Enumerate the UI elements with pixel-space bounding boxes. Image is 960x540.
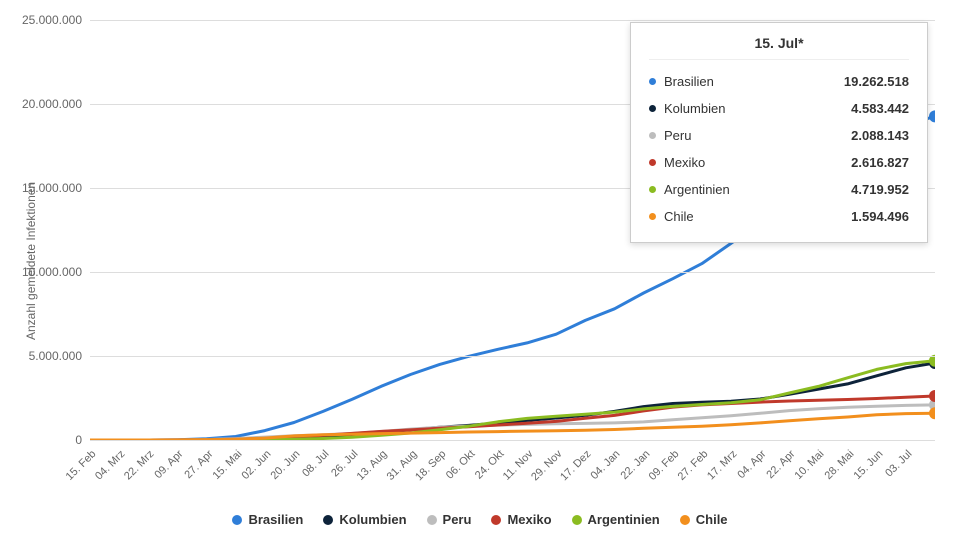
gridline <box>90 440 935 441</box>
x-tick-label: 29. Nov <box>529 448 564 483</box>
chart-container: Anzahl gemeldete Infektionen 0 5.000.000 1… <box>0 0 960 540</box>
x-tick-label: 09. Feb <box>646 448 681 483</box>
legend-marker <box>680 515 690 525</box>
x-tick-label: 22. Apr <box>765 448 798 481</box>
x-tick-label: 15. Feb <box>64 448 99 483</box>
legend-item-peru[interactable]: Peru <box>427 512 472 527</box>
tooltip-row: Argentinien 4.719.952 <box>649 176 909 203</box>
x-tick-label: 11. Nov <box>501 448 536 483</box>
tooltip-row: Brasilien 19.262.518 <box>649 68 909 95</box>
tooltip-series-label: Mexiko <box>664 155 705 170</box>
tooltip-series-value: 4.719.952 <box>851 182 909 197</box>
series-end-marker <box>929 407 935 419</box>
legend-item-mexiko[interactable]: Mexiko <box>491 512 551 527</box>
tooltip-dot <box>649 105 656 112</box>
x-tick-label: 28. Mai <box>822 448 856 482</box>
tooltip-series-label: Argentinien <box>664 182 730 197</box>
legend-label: Argentinien <box>588 512 660 527</box>
tooltip-dot <box>649 213 656 220</box>
x-tick-label: 22. Jan <box>618 448 652 482</box>
y-tick-label: 20.000.000 <box>22 97 82 111</box>
x-tick-label: 24. Okt <box>473 448 507 482</box>
x-tick-label: 15. Jun <box>851 448 885 482</box>
y-tick-label: 5.000.000 <box>29 349 82 363</box>
tooltip: 15. Jul* Brasilien 19.262.518 Kolumbien 4.5… <box>630 22 928 243</box>
tooltip-series-value: 19.262.518 <box>844 74 909 89</box>
x-tick-label: 06. Okt <box>444 448 478 482</box>
x-tick-label: 08. Jul <box>300 448 331 479</box>
x-tick-label: 17. Dez <box>559 448 594 483</box>
tooltip-dot <box>649 186 656 193</box>
x-tick-label: 02. Jun <box>239 448 273 482</box>
tooltip-row: Kolumbien 4.583.442 <box>649 95 909 122</box>
x-tick-label: 13. Aug <box>355 448 390 483</box>
tooltip-row: Peru 2.088.143 <box>649 122 909 149</box>
x-tick-label: 17. Mrz <box>705 448 739 482</box>
tooltip-row: Mexiko 2.616.827 <box>649 149 909 176</box>
tooltip-series-value: 2.616.827 <box>851 155 909 170</box>
legend-label: Brasilien <box>248 512 303 527</box>
tooltip-series-label: Kolumbien <box>664 101 725 116</box>
legend-marker <box>427 515 437 525</box>
x-tick-label: 27. Feb <box>676 448 711 483</box>
x-tick-label: 04. Mrz <box>93 448 127 482</box>
y-tick-label: 15.000.000 <box>22 181 82 195</box>
legend-item-brasilien[interactable]: Brasilien <box>232 512 303 527</box>
tooltip-series-value: 2.088.143 <box>851 128 909 143</box>
tooltip-series-label: Chile <box>664 209 694 224</box>
legend-label: Mexiko <box>507 512 551 527</box>
y-tick-label: 25.000.000 <box>22 13 82 27</box>
legend-label: Peru <box>443 512 472 527</box>
x-tick-label: 18. Sep <box>413 448 448 483</box>
x-tick-label: 04. Jan <box>589 448 623 482</box>
tooltip-dot <box>649 159 656 166</box>
tooltip-series-value: 4.583.442 <box>851 101 909 116</box>
x-tick-label: 22. Mrz <box>122 448 156 482</box>
x-tick-label: 27. Apr <box>182 448 215 481</box>
y-axis-title: Anzahl gemeldete Infektionen <box>24 182 38 340</box>
legend-label: Chile <box>696 512 728 527</box>
x-tick-label: 15. Mai <box>210 448 244 482</box>
legend-item-chile[interactable]: Chile <box>680 512 728 527</box>
tooltip-series-label: Peru <box>664 128 691 143</box>
x-tick-label: 10. Mai <box>793 448 827 482</box>
tooltip-dot <box>649 78 656 85</box>
legend: Brasilien Kolumbien Peru Mexiko Argentinien C… <box>0 512 960 528</box>
legend-label: Kolumbien <box>339 512 406 527</box>
legend-marker <box>232 515 242 525</box>
x-tick-label: 04. Apr <box>736 448 769 481</box>
tooltip-series-label: Brasilien <box>664 74 714 89</box>
x-tick-label: 20. Jun <box>268 448 302 482</box>
legend-marker <box>572 515 582 525</box>
tooltip-title: 15. Jul* <box>649 35 909 60</box>
legend-marker <box>491 515 501 525</box>
y-tick-label: 0 <box>75 433 82 447</box>
legend-marker <box>323 515 333 525</box>
tooltip-row: Chile 1.594.496 <box>649 203 909 230</box>
x-tick-label: 31. Aug <box>384 448 419 483</box>
tooltip-series-value: 1.594.496 <box>851 209 909 224</box>
series-end-marker <box>929 390 935 402</box>
legend-item-kolumbien[interactable]: Kolumbien <box>323 512 406 527</box>
x-tick-label: 03. Jul <box>883 448 914 479</box>
x-tick-label: 09. Apr <box>153 448 186 481</box>
legend-item-argentinien[interactable]: Argentinien <box>572 512 660 527</box>
tooltip-dot <box>649 132 656 139</box>
y-tick-label: 10.000.000 <box>22 265 82 279</box>
series-end-marker <box>929 110 935 122</box>
series-line-chile <box>90 413 935 440</box>
